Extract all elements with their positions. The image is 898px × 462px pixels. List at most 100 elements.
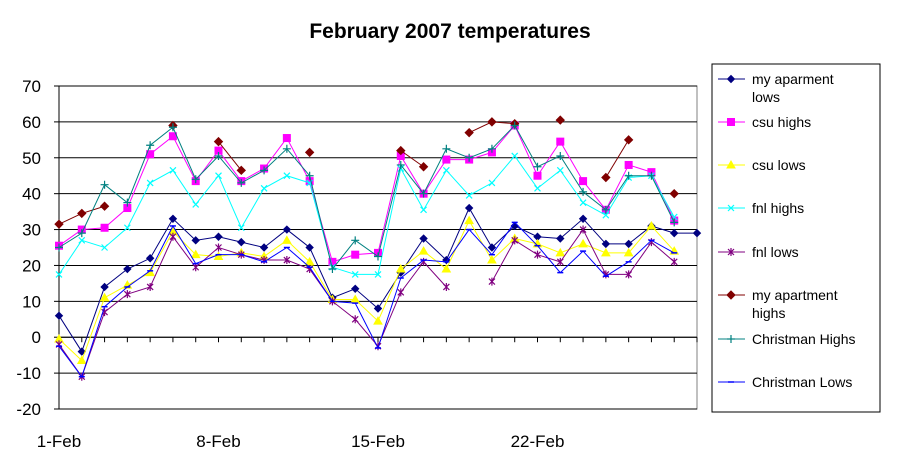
data-point [190, 249, 201, 259]
data-point [555, 115, 565, 125]
data-point [601, 239, 611, 249]
data-point [305, 171, 314, 180]
y-tick-label: 20 [22, 256, 41, 275]
data-point [304, 147, 315, 158]
legend-label: my apartment [752, 287, 838, 303]
data-point [534, 250, 541, 259]
data-point [441, 264, 452, 273]
x-tick-label: 1-Feb [37, 432, 81, 451]
legend-entry: fnl highs [718, 200, 804, 216]
data-point [464, 203, 474, 213]
data-point [123, 264, 132, 274]
data-point [601, 172, 611, 183]
series-6 [55, 121, 679, 274]
data-point [579, 187, 588, 196]
data-point [123, 224, 131, 232]
data-point [192, 201, 200, 208]
data-point [624, 239, 633, 249]
data-point [374, 252, 382, 261]
data-point [464, 127, 474, 138]
data-point [78, 236, 86, 244]
data-point [282, 134, 291, 143]
data-point [669, 188, 679, 199]
y-tick-label: 10 [22, 292, 41, 311]
legend-label: lows [752, 89, 780, 105]
data-point [556, 257, 564, 266]
data-point [510, 121, 519, 130]
series-3 [55, 152, 678, 278]
data-point [351, 315, 359, 324]
legend-entry: my aparment lows [718, 71, 834, 105]
legend-label: Christman Highs [752, 331, 855, 347]
y-tick-label: 40 [22, 185, 41, 204]
y-tick-label: -10 [16, 364, 41, 383]
data-point [488, 277, 496, 286]
series-line [218, 141, 242, 171]
series-line [605, 139, 630, 178]
legend-entry: csu lows [718, 157, 806, 173]
data-point [169, 166, 177, 174]
x-tick-label: 15-Feb [351, 432, 405, 451]
data-point [237, 224, 245, 232]
data-point [534, 184, 541, 192]
data-point [578, 214, 588, 223]
data-point [351, 250, 360, 259]
data-point [305, 243, 314, 252]
legend-label: Christman Lows [752, 374, 852, 390]
data-point [487, 144, 496, 153]
data-point [351, 270, 359, 278]
data-point [146, 141, 155, 150]
data-point [213, 136, 224, 147]
data-point [600, 247, 611, 257]
data-point [260, 166, 269, 175]
data-point [624, 160, 633, 169]
data-point [145, 254, 155, 263]
data-point [646, 220, 657, 230]
data-point [727, 335, 735, 343]
data-point [283, 256, 291, 265]
x-tick-label: 22-Feb [511, 432, 565, 451]
data-point [533, 162, 542, 171]
data-point [215, 172, 222, 180]
y-axis: -20 -10 0 10 20 30 40 50 60 70 [16, 77, 60, 419]
data-point [670, 228, 679, 238]
data-point [601, 205, 610, 214]
y-tick-label: 70 [22, 77, 41, 96]
data-point [260, 184, 268, 192]
data-point [215, 243, 222, 252]
legend-label: fnl lows [752, 244, 799, 260]
legend-label: fnl highs [752, 200, 804, 216]
legend-entry: fnl lows [718, 244, 799, 260]
data-point [533, 171, 542, 180]
data-point [487, 255, 497, 264]
data-point [54, 311, 64, 320]
data-point [283, 172, 291, 180]
data-point [726, 74, 736, 84]
data-point [100, 180, 109, 189]
data-point [556, 151, 565, 160]
legend-label: csu highs [752, 114, 811, 130]
data-point [465, 153, 474, 162]
data-point [602, 211, 610, 219]
legend-entry: Christman Highs [718, 331, 855, 347]
data-point [623, 247, 634, 257]
data-point [442, 166, 450, 174]
data-point [397, 288, 405, 297]
series-line [58, 124, 675, 271]
data-point [101, 244, 108, 251]
data-point [259, 243, 269, 252]
legend-label: highs [752, 305, 785, 321]
data-point [396, 145, 406, 156]
data-point [237, 237, 246, 247]
data-point [579, 199, 587, 207]
data-point [578, 238, 588, 248]
data-point [236, 165, 246, 176]
data-point [99, 201, 110, 211]
series-0 [54, 203, 702, 356]
data-point [555, 247, 566, 257]
data-point [169, 232, 177, 241]
series-layer [54, 115, 702, 381]
data-point [123, 198, 132, 207]
